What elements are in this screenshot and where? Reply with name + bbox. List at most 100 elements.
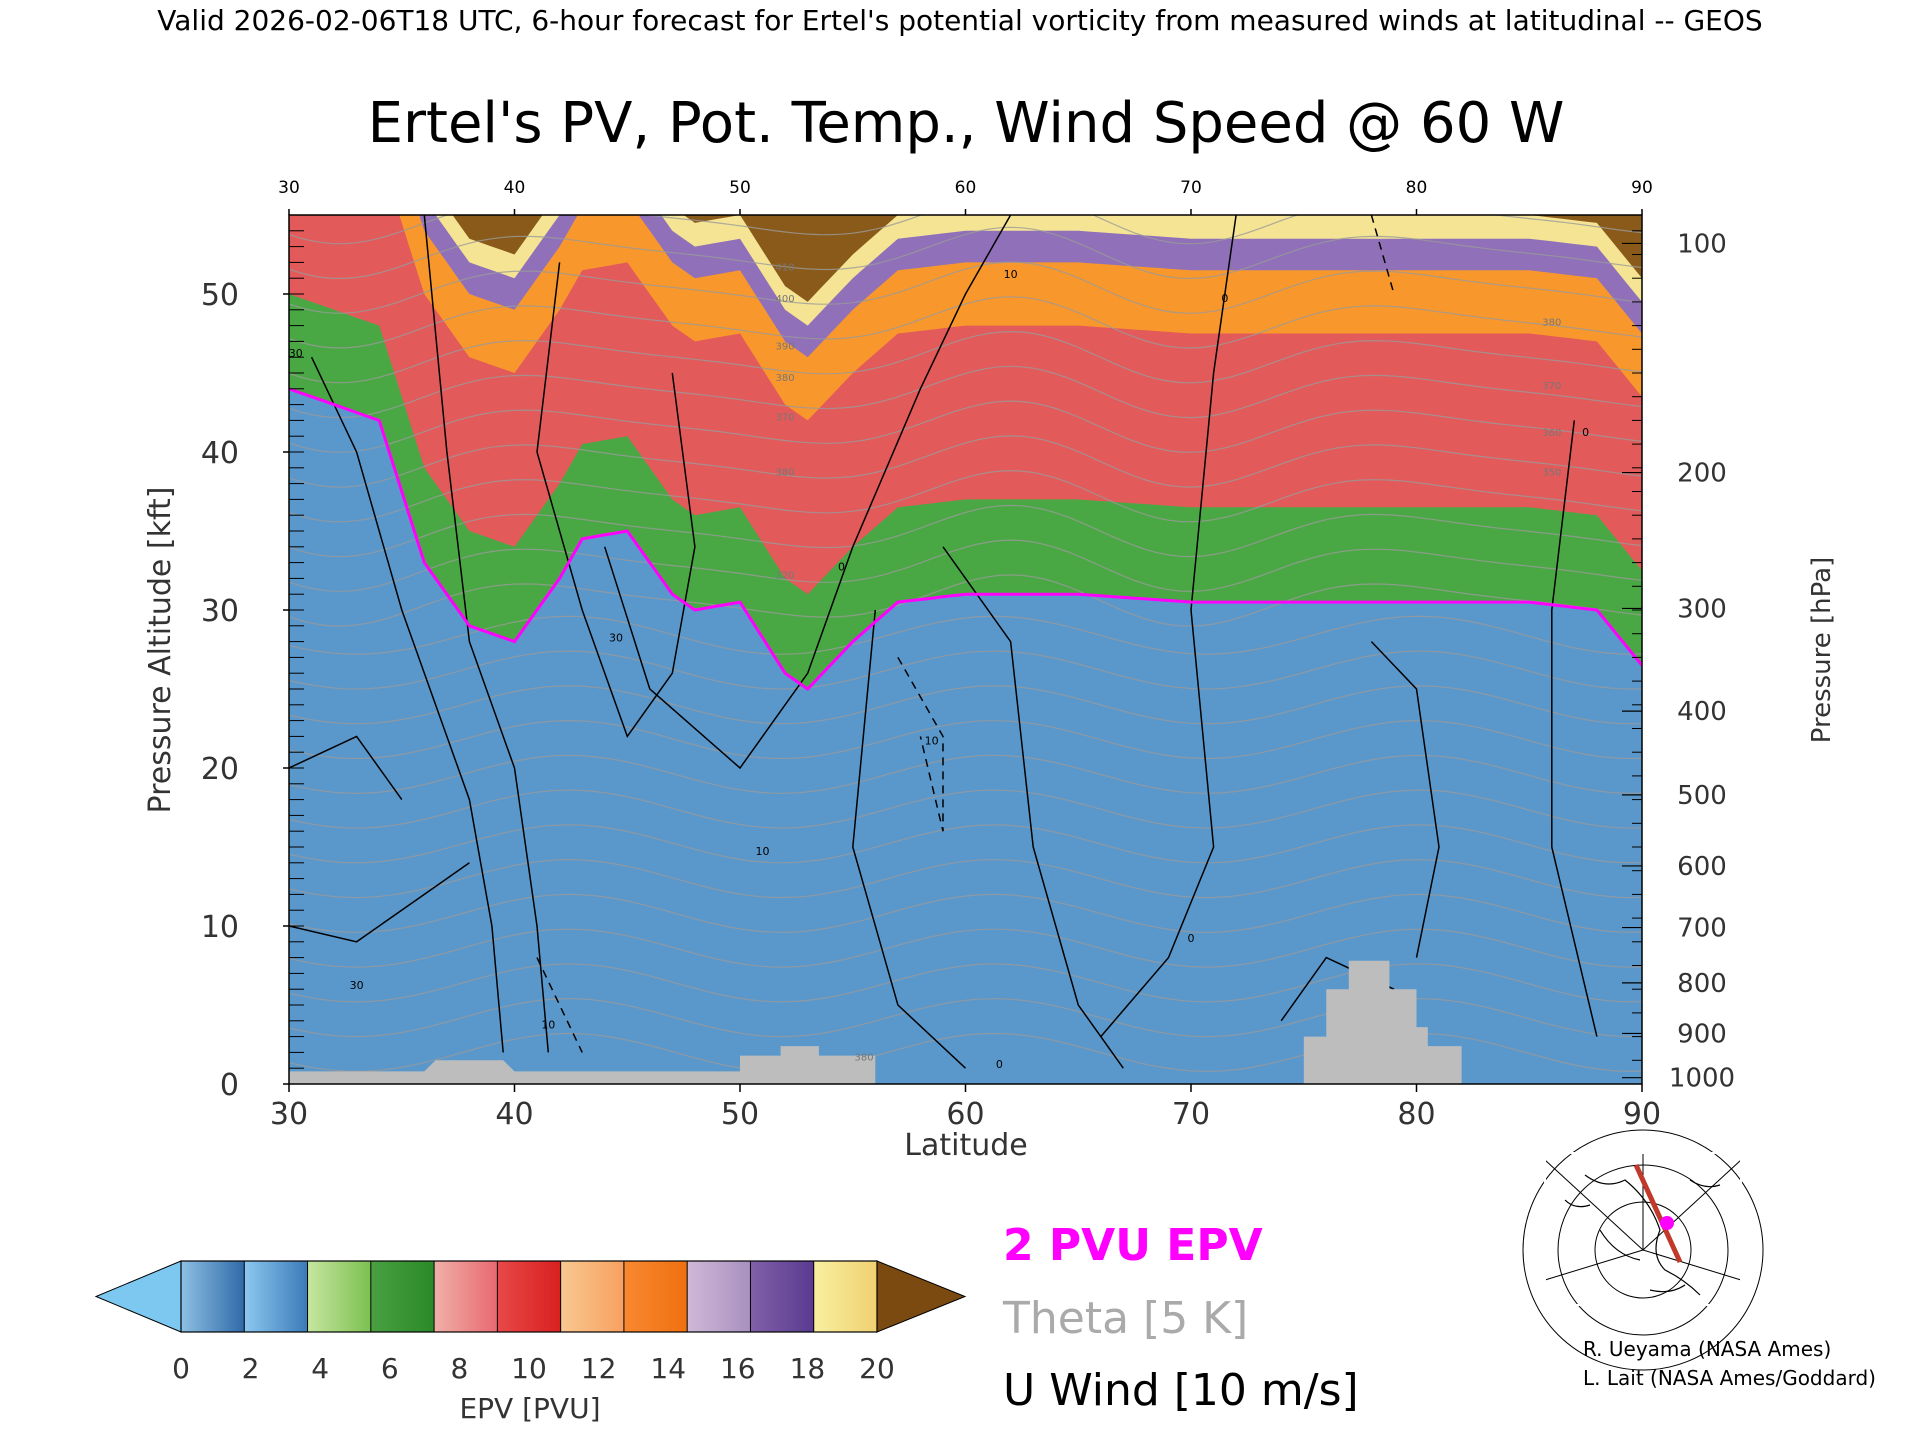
colorbar-tick-label: 2 [242,1352,260,1385]
wind-label: 0 [1188,932,1195,945]
colorbar-segment [687,1261,751,1332]
colorbar-segment [244,1261,309,1332]
top-x-tick-label: 60 [955,178,977,198]
pressure-tick-label: 800 [1677,969,1727,999]
theta-label: 320 [776,570,795,581]
y-tick-label: 10 [201,910,239,945]
colorbar-tick-label: 16 [720,1352,756,1385]
legend-theta: Theta [5 K] [1002,1293,1248,1344]
pressure-tick-label: 200 [1677,459,1727,489]
theta-contour [289,296,1642,349]
theta-contours [289,215,1642,1073]
theta-contour [289,504,1642,558]
x-tick-label: 50 [721,1097,759,1132]
wind-contour [536,262,696,739]
y2-axis-label: Pressure [hPa] [1807,557,1837,744]
pressure-tick-label: 900 [1677,1019,1727,1049]
credit-line-1: R. Ueyama (NASA Ames) [1583,1337,1831,1361]
colorbar-tick-label: 4 [311,1352,329,1385]
wind-label: 0 [1221,292,1228,305]
header-text: Valid 2026-02-06T18 UTC, 6-hour forecast… [157,4,1762,37]
colorbar-segment [813,1261,878,1332]
wind-contour [423,215,550,1053]
x-axis-label: Latitude [904,1128,1027,1163]
y-tick-label: 20 [201,752,239,787]
theta-contour [289,261,1642,314]
top-x-tick-label: 70 [1180,178,1202,198]
plot-area: 30 30 10 30 10 0 0 0 0 0 10 10 410 400 390 380 370 380 320… [289,215,1642,1084]
theta-contour [289,539,1642,593]
inset-map [1522,1129,1764,1371]
theta-contour [289,928,1642,968]
wind-label: 30 [609,632,623,645]
theta-label: 350 [1542,468,1561,479]
wind-contour [1370,641,1440,958]
colorbar: 0 2 4 6 8 10 12 14 16 18 20 [94,1260,967,1385]
theta-label: 370 [776,412,795,423]
x-tick-label: 70 [1172,1097,1210,1132]
wind-label: 0 [996,1058,1003,1071]
wind-label: 10 [1004,268,1018,281]
theta-label: 380 [1542,318,1561,329]
wind-contour [1551,420,1598,1037]
theta-contour [289,365,1642,419]
wind-contours [289,215,1598,1069]
colorbar-over-arrow [876,1260,967,1333]
pressure-tick-label: 300 [1677,594,1727,624]
wind-label: 0 [1582,426,1589,439]
wind-label: 0 [838,561,845,574]
colorbar-tick-label: 8 [450,1352,468,1385]
theta-contour [289,754,1642,794]
top-x-tick-label: 90 [1631,178,1653,198]
y-tick-label: 0 [220,1068,239,1103]
pressure-tick-label: 600 [1677,852,1727,882]
theta-label: 380 [854,1052,873,1063]
theta-contour [289,650,1642,690]
y-tick-label: 50 [201,278,239,313]
colorbar-segment [623,1261,688,1332]
y-tick-label: 30 [201,594,239,629]
wind-label: 10 [756,845,770,858]
theta-contour [289,400,1642,453]
x-tick-label: 80 [1397,1097,1435,1132]
top-x-tick-label: 50 [729,178,751,198]
theta-contour [289,963,1642,1003]
pressure-tick-label: 500 [1677,781,1727,811]
theta-contour [289,615,1642,655]
wind-label: 30 [289,347,303,360]
colorbar-tick-label: 0 [172,1352,190,1385]
wind-contour [310,356,504,1053]
y-axis-label: Pressure Altitude [kft] [143,487,178,814]
wind-contour-negative [536,957,583,1053]
top-x-tick-label: 80 [1406,178,1428,198]
wind-contour [852,609,967,1069]
x-tick-label: 90 [1623,1097,1661,1132]
credit-line-2: L. Lait (NASA Ames/Goddard) [1583,1366,1876,1390]
theta-contour [289,789,1642,829]
theta-label: 370 [1542,381,1561,392]
theta-contour [289,226,1642,280]
theta-contour [289,893,1642,933]
pressure-tick-label: 1000 [1669,1064,1735,1094]
colorbar-tick-label: 12 [581,1352,617,1385]
x-tick-label: 40 [495,1097,533,1132]
theta-contour [289,685,1642,725]
wind-label: 10 [925,734,939,747]
theta-contour [289,719,1642,760]
theta-label: 380 [776,373,795,384]
colorbar-segment [434,1261,498,1332]
wind-contour-negative [897,657,944,832]
pv-shading [289,215,1642,1084]
colorbar-tick-label: 20 [859,1352,895,1385]
terrain [289,960,1642,1084]
colorbar-segment [560,1261,625,1332]
wind-contour [289,862,470,943]
wind-label: 30 [350,979,364,992]
chart-title: Ertel's PV, Pot. Temp., Wind Speed @ 60 … [368,91,1565,156]
theta-contour [289,574,1642,627]
band-purple [289,215,1642,358]
colorbar-tick-label: 10 [511,1352,547,1385]
theta-label: 360 [1542,428,1561,439]
